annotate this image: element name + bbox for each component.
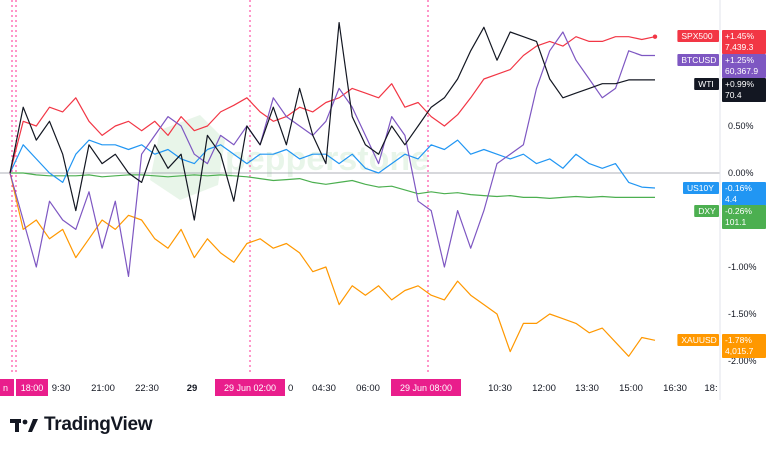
badge-change-dxy: -0.26% bbox=[725, 206, 752, 216]
badge-name-wti: WTI bbox=[698, 79, 714, 89]
tradingview-logo-text: TradingView bbox=[44, 414, 153, 435]
series-line-xauusd bbox=[9, 172, 656, 357]
badge-change-spx500: +1.45% bbox=[725, 31, 755, 41]
session-label-bg-2 bbox=[391, 379, 461, 396]
x-tick-label: 21:00 bbox=[91, 383, 115, 394]
tradingview-logo[interactable]: TradingView bbox=[10, 414, 153, 436]
badge-value-spx500: 7,439.3 bbox=[725, 42, 754, 52]
session-label-prefix-bg bbox=[0, 379, 14, 396]
badge-name-us10y: US10Y bbox=[687, 183, 714, 193]
y-tick-label: 0.00% bbox=[728, 168, 754, 178]
y-tick-label: 0.50% bbox=[728, 121, 754, 131]
x-tick-label: 29 bbox=[187, 383, 198, 394]
session-label-2: 29 Jun 08:00 bbox=[400, 383, 452, 393]
x-tick-label: 12:00 bbox=[532, 383, 556, 394]
x-tick-label: 06:00 bbox=[356, 383, 380, 394]
badge-value-bg-wti bbox=[722, 78, 766, 102]
x-tick-label: 13:30 bbox=[575, 383, 599, 394]
x-tick-label: 9:30 bbox=[52, 383, 71, 394]
badge-name-spx500: SPX500 bbox=[681, 31, 712, 41]
badge-change-xauusd: -1.78% bbox=[725, 335, 752, 345]
badge-value-dxy: 101.1 bbox=[725, 217, 747, 227]
badge-name-bg-spx500 bbox=[677, 30, 719, 42]
badge-value-btcusd: 60,367.9 bbox=[725, 66, 758, 76]
session-label-1: 29 Jun 02:00 bbox=[224, 383, 276, 393]
x-tick-label: 22:30 bbox=[135, 383, 159, 394]
session-label-0: 18:00 bbox=[21, 383, 44, 393]
badge-name-btcusd: BTCUSD bbox=[681, 55, 716, 65]
tradingview-logo-icon bbox=[10, 419, 38, 432]
badge-name-bg-xauusd bbox=[677, 334, 719, 346]
badge-value-wti: 70.4 bbox=[725, 90, 742, 100]
y-axis: 0.50% 0.00% -1.00% -1.50% -2.00% bbox=[728, 121, 757, 366]
badge-name-bg-dxy bbox=[694, 205, 719, 217]
watermark-hexagon bbox=[150, 115, 225, 200]
badge-value-bg-xauusd bbox=[722, 334, 766, 358]
series-line-spx500 bbox=[9, 36, 656, 174]
badge-change-btcusd: +1.25% bbox=[725, 55, 755, 65]
badge-name-bg-us10y bbox=[683, 182, 719, 194]
badge-value-bg-btcusd bbox=[722, 54, 766, 78]
badge-name-bg-btcusd bbox=[677, 54, 719, 66]
badge-name-dxy: DXY bbox=[698, 206, 716, 216]
badge-value-xauusd: 4,015.7 bbox=[725, 346, 754, 356]
x-tick-label: 18: bbox=[704, 383, 717, 394]
x-axis: 9:30 21:00 22:30 29 04:30 06:00 10:30 12:00 13:3… bbox=[0, 379, 718, 396]
series-layer bbox=[9, 22, 658, 357]
x-tick-label: 04:30 bbox=[312, 383, 336, 394]
badge-value-bg-dxy bbox=[722, 205, 766, 229]
badge-value-bg-spx500 bbox=[722, 30, 766, 54]
session-label-bg-1 bbox=[215, 379, 285, 396]
badge-name-bg-wti bbox=[694, 78, 719, 90]
badge-name-xauusd: XAUUSD bbox=[681, 335, 716, 345]
badge-value-us10y: 4.4 bbox=[725, 194, 737, 204]
y-tick-label: -1.50% bbox=[728, 309, 757, 319]
series-line-btcusd bbox=[9, 31, 655, 277]
session-lines bbox=[11, 0, 429, 373]
x-tick-label: 15:00 bbox=[619, 383, 643, 394]
series-line-wti bbox=[9, 22, 655, 221]
comparison-chart: pepperstone 0.50% 0.00% -1.00% -1.50% -2.00%… bbox=[0, 0, 766, 400]
session-label-suffix: 0 bbox=[288, 383, 293, 394]
badge-change-wti: +0.99% bbox=[725, 79, 755, 89]
badge-value-bg-us10y bbox=[722, 182, 766, 206]
y-tick-label: -1.00% bbox=[728, 262, 757, 272]
x-tick-label: 10:30 bbox=[488, 383, 512, 394]
y-tick-label: -2.00% bbox=[728, 356, 757, 366]
x-tick-label: 16:30 bbox=[663, 383, 687, 394]
series-badges: SPX500 +1.45%7,439.3 BTCUSD +1.25%60,367.9 W… bbox=[677, 30, 766, 358]
spx500-last-point bbox=[652, 34, 658, 39]
session-label-prefix: n bbox=[3, 383, 8, 393]
badge-change-us10y: -0.16% bbox=[725, 183, 752, 193]
session-label-bg-0 bbox=[16, 379, 48, 396]
series-line-dxy bbox=[10, 172, 655, 199]
pepperstone-watermark: pepperstone bbox=[150, 115, 429, 200]
series-line-us10y bbox=[9, 139, 656, 189]
